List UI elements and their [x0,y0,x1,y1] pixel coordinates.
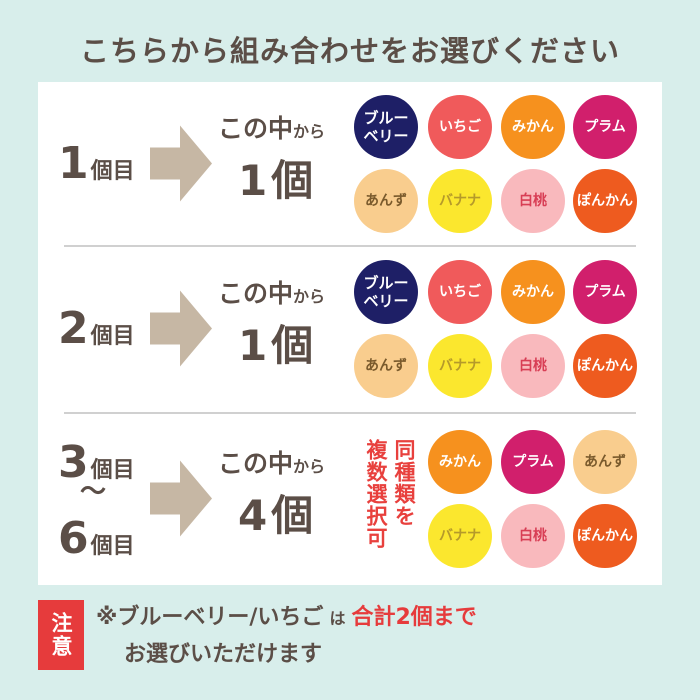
instruction-line: この中から [218,114,325,147]
option-circle[interactable]: ぽんかん [573,333,637,398]
row-label: 1個目 [58,138,135,198]
option-circle[interactable]: ぽんかん [573,168,637,233]
option-label: 白桃 [519,527,547,544]
label-number: 1 [58,137,89,189]
instruction-count: 1個 [238,156,313,206]
row-divider [64,412,636,414]
row-divider [64,245,636,247]
option-circle[interactable]: ぽんかん [573,503,637,568]
option-label: プラム [584,283,626,300]
row-label: 2個目 [58,303,135,363]
option-circle[interactable]: みかん [428,429,492,494]
option-circle[interactable]: みかん [501,94,565,159]
notice-text: ※ブルーベリー/いちご [96,605,324,630]
count-number: 1 [238,155,268,205]
instruction-line: この中から [218,279,325,312]
option-label: ブルー [363,108,409,127]
instruction-line: この中から [218,449,325,482]
option-label: ベリー [363,126,409,145]
count-number: 4 [238,490,268,540]
instruction-count: 4個 [238,491,313,541]
instruction-prefix: この中 [218,113,294,143]
option-label: プラム [584,118,626,135]
count-number: 1 [238,320,268,370]
notice-line: お選びいただけます [124,642,323,667]
label-number: 3 [58,436,89,488]
option-label: バナナ [439,192,481,209]
option-circle[interactable]: 白桃 [501,168,565,233]
option-circle[interactable]: バナナ [428,503,492,568]
option-circle[interactable]: あんず [354,333,418,398]
option-label: あんず [584,453,626,470]
title: こちらから組み合わせをお選びください [79,34,620,68]
option-label: あんず [365,192,407,209]
option-label: ブルー [363,273,409,292]
option-label: みかん [512,283,554,300]
option-circle[interactable]: プラム [501,429,565,494]
option-circle[interactable]: あんず [354,168,418,233]
notice-line: ※ブルーベリー/いちごは合計2個まで [96,603,477,634]
label-unit: 個目 [90,323,135,349]
option-label: プラム [512,453,554,470]
count-unit: 個 [271,155,314,205]
option-label: ぽんかん [577,357,633,374]
instruction-count: 1個 [238,321,313,371]
option-label: ベリー [363,291,409,310]
instruction-prefix: この中 [218,278,294,308]
instruction-suffix: から [293,121,326,141]
instruction-prefix: この中 [218,448,294,478]
notice-badge: 注意 [38,600,84,670]
label-unit: 個目 [90,457,135,483]
count-unit: 個 [271,320,314,370]
option-label: みかん [512,118,554,135]
option-label: ぽんかん [577,192,633,209]
label-unit: 個目 [90,533,135,559]
row-label: 6個目 [58,513,135,573]
option-circle[interactable]: プラム [573,94,637,159]
option-label: いちご [439,283,481,300]
option-label: バナナ [439,357,481,374]
arrow [150,290,212,367]
option-label: 白桃 [519,357,547,374]
option-circle[interactable]: いちご [428,259,492,324]
option-label: バナナ [439,527,481,544]
note-column: 複数選択可 [364,438,388,549]
count-unit: 個 [271,490,314,540]
option-circle[interactable]: いちご [428,94,492,159]
arrow [150,460,212,537]
option-circle[interactable]: あんず [573,429,637,494]
instruction-suffix: から [293,456,326,476]
option-circle[interactable]: 白桃 [501,503,565,568]
option-label: いちご [439,118,481,135]
option-circle[interactable]: ブルー ベリー [354,94,418,159]
option-label: みかん [439,453,481,470]
label-unit: 個目 [90,158,135,184]
instruction-suffix: から [293,286,326,306]
notice-text: は [329,609,346,628]
option-circle[interactable]: ブルー ベリー [354,259,418,324]
option-label: 白桃 [519,192,547,209]
panel [38,82,662,585]
option-circle[interactable]: バナナ [428,333,492,398]
option-label: ぽんかん [577,527,633,544]
option-circle[interactable]: 白桃 [501,333,565,398]
notice-text: 合計2個まで [351,605,477,630]
label-number: 6 [58,512,89,564]
label-separator: ～ [80,476,107,507]
option-label: あんず [365,357,407,374]
note-column: 同種類を [392,438,416,527]
arrow [150,125,212,202]
option-circle[interactable]: バナナ [428,168,492,233]
row-label: 3個目 [58,437,135,497]
option-circle[interactable]: プラム [573,259,637,324]
label-number: 2 [58,302,89,354]
option-circle[interactable]: みかん [501,259,565,324]
